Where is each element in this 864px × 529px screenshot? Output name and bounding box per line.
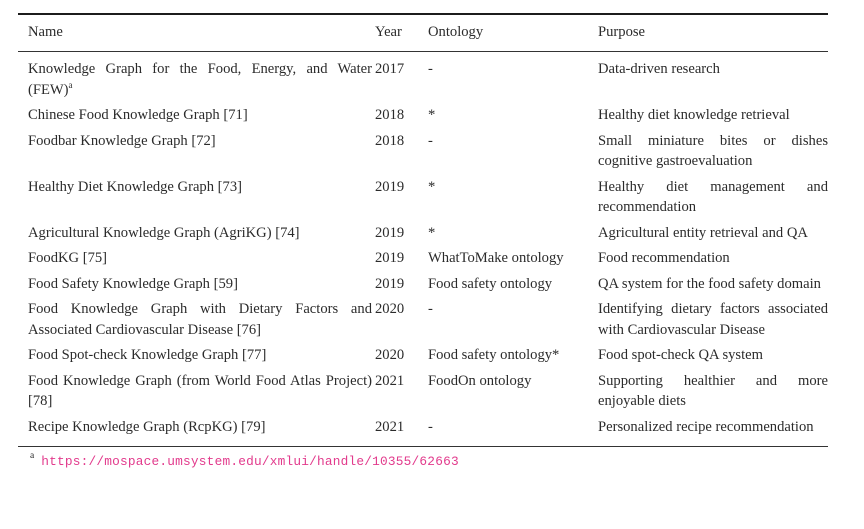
- table-header-row: Name Year Ontology Purpose: [18, 15, 828, 52]
- cell-purpose: Healthy diet knowledge retrieval: [598, 107, 790, 123]
- cell-ontology: -: [428, 418, 433, 435]
- cell-name: Healthy Diet Knowledge Graph [73]: [18, 174, 372, 220]
- kg-name-text: Food Knowledge Graph with Dietary Factor…: [28, 301, 372, 338]
- cell-year: 2021: [375, 372, 405, 389]
- cell-year: 2020: [375, 347, 405, 363]
- kg-name-text: Foodbar Knowledge Graph [72]: [28, 132, 216, 149]
- cell-ontology: FoodOn ontology: [428, 372, 532, 389]
- cell-year: 2019: [375, 250, 405, 266]
- kg-name-text: Recipe Knowledge Graph (RcpKG) [79]: [28, 418, 266, 435]
- cell-name: Knowledge Graph for the Food, Energy, an…: [18, 57, 372, 103]
- cell-purpose: Food spot-check QA system: [598, 347, 763, 363]
- name-footnote-marker: a: [68, 79, 73, 90]
- cell-ontology: -: [428, 61, 433, 77]
- cell-name: Food Spot-check Knowledge Graph [77]: [18, 343, 372, 369]
- cell-purpose: Supporting healthier and more enjoyable …: [598, 372, 828, 410]
- cell-name: Food Knowledge Graph with Dietary Factor…: [18, 297, 372, 343]
- cell-name: Recipe Knowledge Graph (RcpKG) [79]: [18, 414, 372, 440]
- cell-name: Foodbar Knowledge Graph [72]: [18, 128, 372, 174]
- kg-name-text: Agricultural Knowledge Graph (AgriKG) [7…: [28, 224, 300, 241]
- cell-purpose: Food recommendation: [598, 250, 730, 266]
- cell-year: 2019: [375, 178, 405, 195]
- kg-name-text: FoodKG [75]: [28, 250, 108, 266]
- cell-year: 2021: [375, 418, 405, 435]
- cell-ontology: *: [428, 107, 436, 123]
- footnote-url-link[interactable]: https://mospace.umsystem.edu/xmlui/handl…: [41, 453, 459, 469]
- column-header-ontology: Ontology: [428, 24, 484, 40]
- table-row: Food Spot-check Knowledge Graph [77] 2020…: [18, 343, 828, 369]
- cell-name: Food Knowledge Graph (from World Food At…: [18, 368, 372, 414]
- table-footnote: a https://mospace.umsystem.edu/xmlui/hand…: [18, 447, 828, 470]
- table-row: Food Safety Knowledge Graph [59] 2019 Food…: [18, 271, 828, 297]
- cell-name: Chinese Food Knowledge Graph [71]: [18, 103, 372, 129]
- cell-purpose: Healthy diet management and recommendati…: [598, 178, 828, 216]
- cell-ontology: Food safety ontology: [428, 275, 553, 292]
- table-row: Knowledge Graph for the Food, Energy, an…: [18, 57, 828, 103]
- table-row: Food Knowledge Graph with Dietary Factor…: [18, 297, 828, 343]
- footnote-marker: a: [30, 451, 35, 462]
- kg-name-text: Food Knowledge Graph (from World Food At…: [28, 372, 372, 410]
- column-header-purpose: Purpose: [598, 24, 646, 40]
- knowledge-graph-table: Name Year Ontology Purpose Knowledge Gra…: [18, 13, 828, 470]
- table-row: Recipe Knowledge Graph (RcpKG) [79] 2021 -…: [18, 414, 828, 440]
- cell-name: Agricultural Knowledge Graph (AgriKG) [7…: [18, 220, 372, 246]
- table-row: FoodKG [75] 2019 WhatToMake ontology Food r…: [18, 246, 828, 272]
- cell-year: 2018: [375, 132, 405, 149]
- cell-ontology: -: [428, 132, 433, 149]
- kg-name-text: Healthy Diet Knowledge Graph [73]: [28, 178, 242, 195]
- table-row: Foodbar Knowledge Graph [72] 2018 - Small m…: [18, 128, 828, 174]
- column-header-year: Year: [375, 24, 402, 40]
- cell-year: 2018: [375, 107, 405, 123]
- cell-year: 2019: [375, 275, 405, 292]
- cell-purpose: Small miniature bites or dishes cognitiv…: [598, 132, 828, 170]
- kg-name-text: Food Safety Knowledge Graph [59]: [28, 275, 238, 292]
- cell-purpose: Data-driven research: [598, 61, 720, 77]
- cell-year: 2020: [375, 301, 405, 317]
- cell-ontology: Food safety ontology*: [428, 347, 560, 363]
- kg-name-text: Chinese Food Knowledge Graph [71]: [28, 107, 248, 123]
- cell-name: Food Safety Knowledge Graph [59]: [18, 271, 372, 297]
- kg-name-text: Knowledge Graph for the Food, Energy, an…: [28, 61, 372, 98]
- cell-ontology: *: [428, 224, 436, 241]
- table-row: Healthy Diet Knowledge Graph [73] 2019 * He…: [18, 174, 828, 220]
- cell-purpose: Agricultural entity retrieval and QA: [598, 224, 808, 241]
- cell-purpose: QA system for the food safety domain: [598, 275, 821, 292]
- cell-ontology: WhatToMake ontology: [428, 250, 564, 266]
- kg-name-text: Food Spot-check Knowledge Graph [77]: [28, 347, 267, 363]
- table-row: Chinese Food Knowledge Graph [71] 2018 * He…: [18, 103, 828, 129]
- column-header-name: Name: [28, 24, 63, 40]
- cell-ontology: *: [428, 178, 436, 195]
- cell-name: FoodKG [75]: [18, 246, 372, 272]
- cell-year: 2017: [375, 61, 405, 77]
- table-row: Food Knowledge Graph (from World Food At…: [18, 368, 828, 414]
- table-row: Agricultural Knowledge Graph (AgriKG) [7…: [18, 220, 828, 246]
- cell-purpose: Personalized recipe recommenda­tion: [598, 418, 814, 435]
- cell-purpose: Identifying dietary factors associ­ated …: [598, 301, 828, 338]
- table-body: Knowledge Graph for the Food, Energy, an…: [18, 52, 828, 447]
- cell-year: 2019: [375, 224, 405, 241]
- cell-ontology: -: [428, 301, 433, 317]
